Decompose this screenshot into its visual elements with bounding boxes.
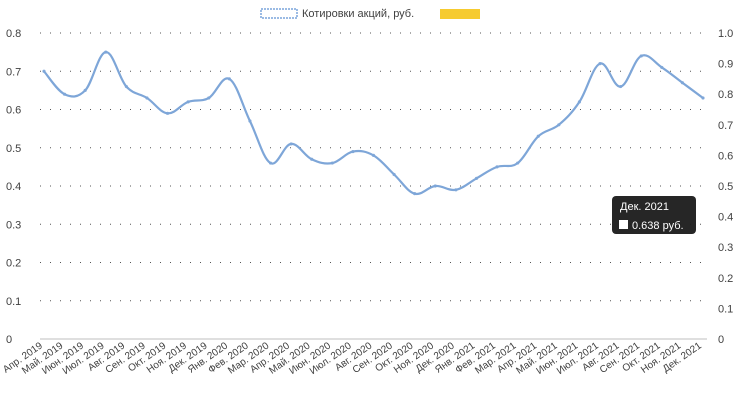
tooltip-title: Дек. 2021 <box>620 201 669 213</box>
y-left-tick-label: 0.3 <box>6 219 21 231</box>
data-point <box>557 123 561 127</box>
series-layer <box>42 50 705 196</box>
data-point <box>371 153 376 157</box>
y-right-tick-label: 0.2 <box>718 273 733 285</box>
data-point <box>598 62 602 66</box>
data-point <box>454 188 458 192</box>
data-point <box>330 161 334 165</box>
y-left-tick-label: 0 <box>6 334 12 346</box>
y-right-tick-label: 0.1 <box>718 303 733 315</box>
legend-swatch-series <box>260 8 298 19</box>
data-point <box>701 96 705 100</box>
data-point <box>392 172 396 177</box>
data-point <box>577 100 582 104</box>
data-point <box>83 88 87 92</box>
data-point <box>227 77 231 81</box>
y-axis-right: 0 0.1 0.2 0.3 0.4 0.5 0.6 0.7 0.8 0.9 1.0 <box>718 28 733 346</box>
y-right-tick-label: 0.8 <box>718 89 733 101</box>
y-left-tick-label: 0.1 <box>6 296 21 308</box>
data-point <box>433 184 437 188</box>
y-right-tick-label: 0.9 <box>718 59 733 71</box>
data-point <box>351 149 355 154</box>
series-line <box>42 51 705 196</box>
gridlines <box>40 32 707 340</box>
y-right-tick-label: 0.3 <box>718 242 733 254</box>
data-point <box>42 69 46 73</box>
data-point <box>268 161 273 165</box>
data-point <box>680 81 685 85</box>
data-point <box>145 96 149 100</box>
data-point <box>62 92 67 96</box>
data-point <box>124 84 128 89</box>
tooltip-box <box>612 196 696 234</box>
data-tooltip: Дек. 2021 0.638 руб. <box>612 196 696 234</box>
data-point <box>619 84 623 89</box>
data-point <box>660 65 664 70</box>
y-right-tick-label: 1.0 <box>718 28 733 40</box>
legend-swatch-secondary <box>440 9 480 19</box>
y-left-tick-label: 0.4 <box>6 181 21 193</box>
legend-label-series: Котировки акций, руб. <box>302 8 414 20</box>
y-right-tick-label: 0.7 <box>718 120 733 132</box>
y-right-tick-label: 0.5 <box>718 181 733 193</box>
data-point <box>495 165 499 169</box>
data-point <box>165 111 170 115</box>
y-axis-left: 0 0.1 0.2 0.3 0.4 0.5 0.6 0.7 0.8 <box>6 28 21 346</box>
y-right-tick-label: 0 <box>718 334 724 346</box>
data-point <box>639 54 643 58</box>
legend: Котировки акций, руб. <box>260 8 480 20</box>
y-left-tick-label: 0.6 <box>6 105 21 117</box>
data-point <box>474 176 479 180</box>
data-point <box>310 157 314 161</box>
data-point <box>104 50 108 54</box>
y-left-tick-label: 0.8 <box>6 28 21 40</box>
data-point <box>516 161 520 165</box>
y-left-tick-label: 0.2 <box>6 258 21 270</box>
y-left-tick-label: 0.5 <box>6 143 21 155</box>
y-right-tick-label: 0.4 <box>718 212 733 224</box>
tooltip-swatch <box>619 220 628 229</box>
data-point <box>413 192 417 196</box>
y-right-tick-label: 0.6 <box>718 150 733 162</box>
data-point <box>536 134 540 138</box>
y-left-tick-label: 0.7 <box>6 66 21 78</box>
data-point <box>289 142 293 146</box>
data-point <box>186 100 190 104</box>
data-point <box>248 119 252 123</box>
data-point <box>207 96 211 100</box>
tooltip-value: 0.638 руб. <box>632 220 684 232</box>
